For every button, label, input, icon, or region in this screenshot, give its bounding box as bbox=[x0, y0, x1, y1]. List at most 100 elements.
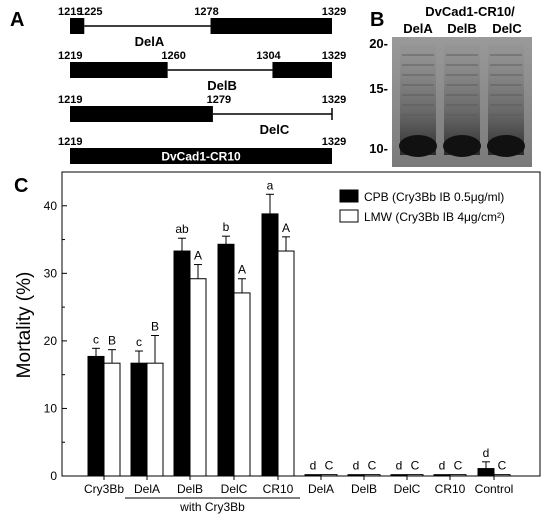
bar-group-3: bA bbox=[217, 220, 251, 477]
significance-letter: d bbox=[353, 459, 360, 473]
x-tick-label: CR10 bbox=[435, 482, 466, 496]
full-length-bar bbox=[70, 148, 332, 164]
bar-lmw bbox=[189, 278, 207, 477]
construct-start-label: 1219 bbox=[58, 50, 82, 62]
construct-name: DvCad1-CR10 bbox=[161, 150, 241, 164]
bar-cpb bbox=[390, 474, 408, 477]
x-tick-label: DelB bbox=[177, 482, 203, 496]
retained-segment bbox=[70, 62, 168, 78]
deletion-start-label: 1260 bbox=[161, 50, 185, 62]
retained-segment bbox=[210, 18, 332, 34]
bar-group-9: dC bbox=[477, 446, 511, 477]
retained-segment bbox=[70, 106, 213, 122]
construct-diagrams: 1219 1329 1225 1278 DelA 1219 1329 1260 1304 DelB… bbox=[58, 6, 346, 164]
bar-cpb bbox=[261, 213, 279, 477]
significance-letter: ab bbox=[175, 222, 189, 236]
panel-a-letter: A bbox=[10, 9, 24, 31]
legend-label: LMW (Cry3Bb IB 4μg/cm²) bbox=[364, 210, 505, 224]
significance-letter: A bbox=[238, 263, 246, 277]
significance-letter: C bbox=[325, 459, 334, 473]
deletion-start-label: 1225 bbox=[78, 6, 102, 18]
gel-marker-10: 10- bbox=[369, 141, 388, 156]
significance-letter: d bbox=[396, 459, 403, 473]
bar-lmw bbox=[103, 362, 121, 477]
bar-cpb bbox=[173, 250, 191, 477]
significance-letter: d bbox=[439, 459, 446, 473]
significance-letter: c bbox=[136, 335, 142, 349]
bar-lmw bbox=[277, 250, 295, 477]
significance-letter: a bbox=[267, 178, 274, 192]
gel-lane-label-dela: DelA bbox=[403, 21, 433, 36]
gel-marker-20: 20- bbox=[369, 36, 388, 51]
construct-end-label: 1329 bbox=[322, 50, 346, 62]
x-tick-label: DelA bbox=[134, 482, 160, 496]
bar-cpb bbox=[130, 362, 148, 477]
gel-lane-label-delc: DelC bbox=[492, 21, 522, 36]
panel-b-letter: B bbox=[370, 9, 384, 31]
construct-start-label: 1219 bbox=[58, 6, 82, 18]
gel-band-dela bbox=[399, 135, 437, 157]
y-tick-label: 30 bbox=[44, 266, 58, 280]
gel-band-delc bbox=[487, 135, 525, 157]
bar-cpb bbox=[477, 468, 495, 477]
y-tick-label: 10 bbox=[44, 401, 58, 415]
x-tick-label: DelC bbox=[221, 482, 248, 496]
construct-name: DelC bbox=[260, 122, 290, 137]
bar-lmw bbox=[320, 474, 338, 477]
gel-title: DvCad1-CR10/ bbox=[425, 4, 515, 19]
legend: CPB (Cry3Bb IB 0.5μg/ml) LMW (Cry3Bb IB 4… bbox=[339, 189, 505, 224]
legend-swatch bbox=[339, 209, 359, 223]
significance-letter: B bbox=[151, 319, 159, 333]
panel-a: A 1219 1329 1225 1278 DelA 1219 1329 1260 1304 De… bbox=[10, 6, 346, 164]
construct-delb: 1219 1329 1260 1304 DelB bbox=[58, 50, 346, 93]
deletion-start-label: 1279 bbox=[207, 94, 231, 106]
significance-letter: C bbox=[498, 459, 507, 473]
bar-lmw bbox=[233, 292, 251, 477]
significance-letter: A bbox=[282, 221, 290, 235]
bar-cpb bbox=[217, 243, 235, 477]
significance-letter: c bbox=[93, 332, 99, 346]
construct-end-label: 1329 bbox=[322, 136, 346, 148]
bar-group-4: aA bbox=[261, 178, 295, 477]
legend-label: CPB (Cry3Bb IB 0.5μg/ml) bbox=[364, 190, 504, 204]
bar-cpb bbox=[304, 474, 322, 477]
significance-letter: C bbox=[411, 459, 420, 473]
bar-lmw bbox=[493, 474, 511, 477]
deletion-end-label: 1278 bbox=[194, 6, 218, 18]
x-tick-label: DelB bbox=[351, 482, 377, 496]
panel-b: B DvCad1-CR10/ DelA DelB DelC bbox=[369, 4, 532, 167]
x-tick-label: CR10 bbox=[263, 482, 294, 496]
construct-dela: 1219 1329 1225 1278 DelA bbox=[58, 6, 346, 49]
bar-lmw bbox=[449, 474, 467, 477]
y-tick-label: 0 bbox=[50, 469, 57, 483]
y-axis-label: Mortality (%) bbox=[14, 272, 35, 379]
x-tick-label: Control bbox=[475, 482, 514, 496]
panel-c-letter: C bbox=[14, 175, 28, 197]
bar-lmw bbox=[406, 474, 424, 477]
deletion-end-label: 1304 bbox=[256, 50, 281, 62]
construct-dvcad1-cr10: 1219 1329 DvCad1-CR10 bbox=[58, 136, 346, 164]
bar-lmw bbox=[146, 362, 164, 477]
legend-swatch bbox=[339, 189, 359, 203]
construct-start-label: 1219 bbox=[58, 94, 82, 106]
construct-end-label: 1329 bbox=[322, 6, 346, 18]
retained-segment bbox=[70, 18, 85, 34]
bar-cpb bbox=[347, 474, 365, 477]
construct-start-label: 1219 bbox=[58, 136, 82, 148]
x-tick-label: Cry3Bb bbox=[84, 482, 124, 496]
bar-group-1: cB bbox=[130, 319, 164, 477]
bar-cpb bbox=[87, 355, 105, 477]
construct-name: DelB bbox=[207, 78, 237, 93]
bar-cpb bbox=[433, 474, 451, 477]
construct-name: DelA bbox=[135, 34, 165, 49]
significance-letter: B bbox=[108, 334, 116, 348]
gel-band-delb bbox=[443, 135, 481, 157]
significance-letter: d bbox=[483, 446, 490, 460]
